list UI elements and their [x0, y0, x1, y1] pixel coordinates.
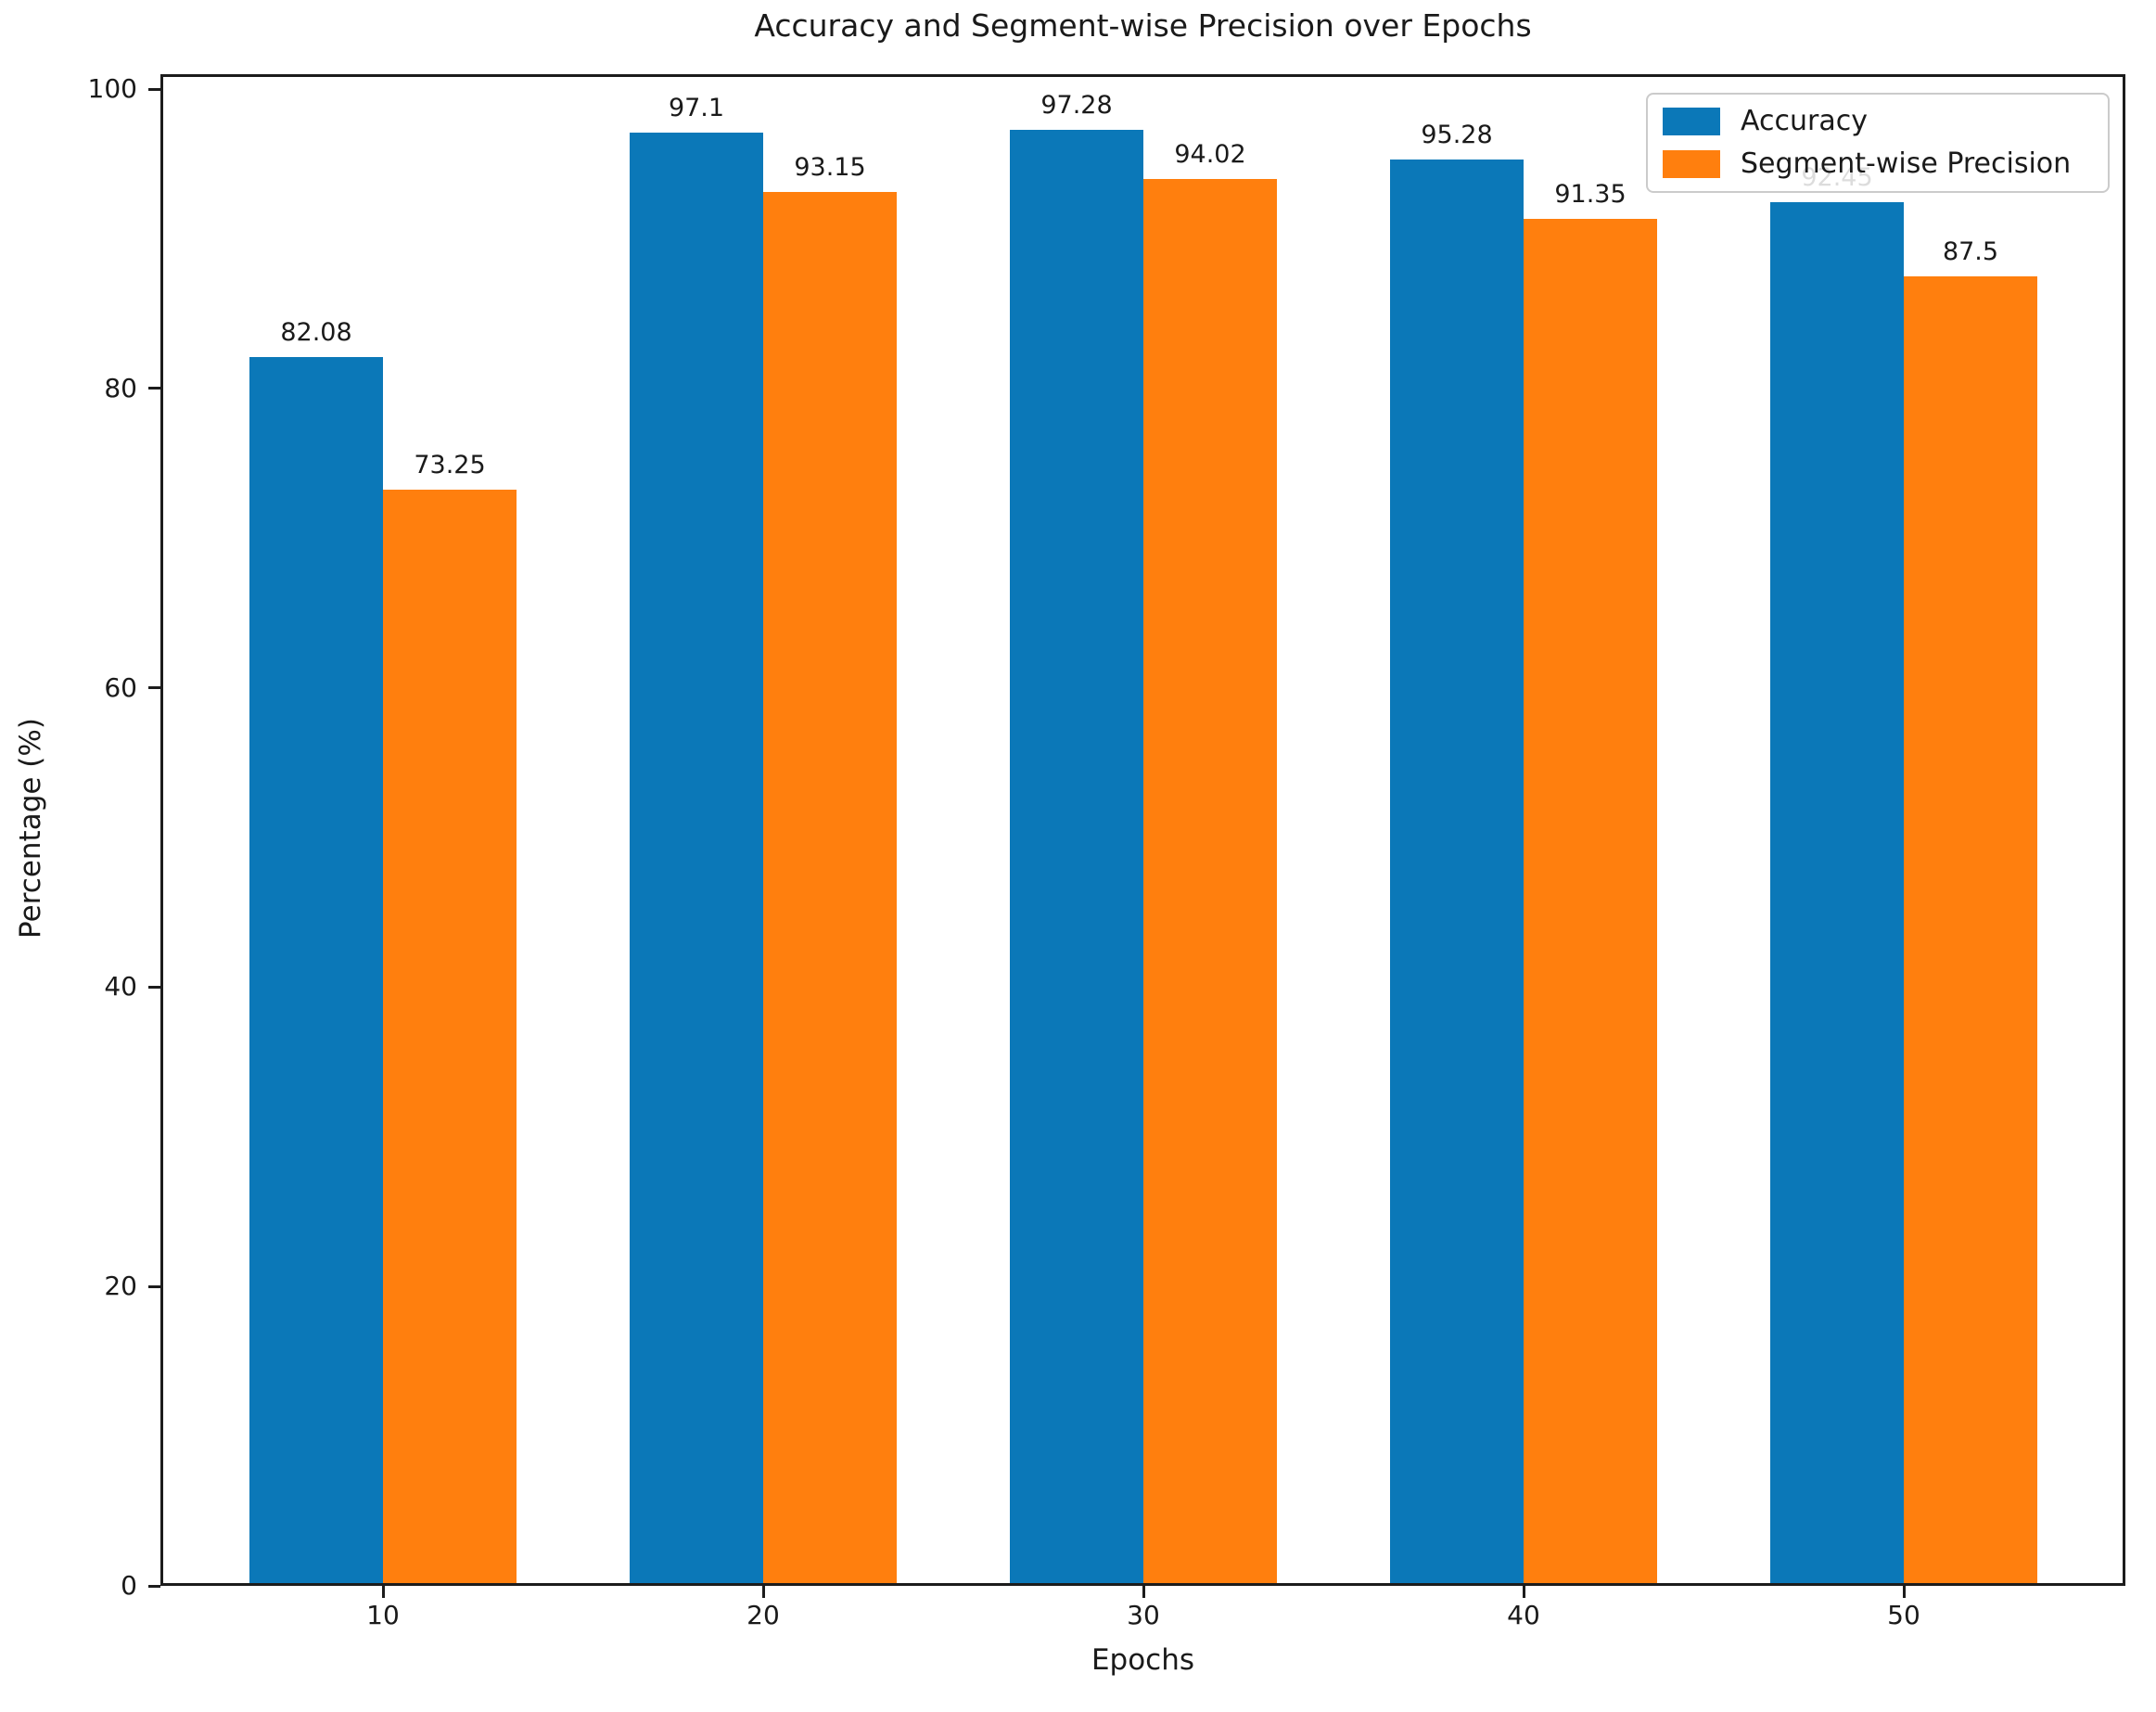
- x-tick-mark: [1902, 1586, 1906, 1598]
- bar-segment-precision: [383, 489, 517, 1586]
- y-tick-label: 0: [121, 1570, 137, 1601]
- bar-segment-precision: [1904, 275, 2037, 1586]
- y-tick-mark: [148, 985, 160, 989]
- bar-accuracy: [249, 357, 383, 1586]
- legend: Accuracy Segment-wise Precision: [1646, 93, 2110, 193]
- legend-swatch-icon: [1663, 108, 1720, 135]
- y-tick-label: 40: [104, 971, 137, 1003]
- bar-value-label: 82.08: [280, 318, 352, 348]
- bar-accuracy: [1770, 201, 1904, 1586]
- legend-label: Accuracy: [1741, 105, 1868, 137]
- y-tick-mark: [148, 1584, 160, 1588]
- bar-value-label: 97.28: [1040, 91, 1113, 121]
- x-tick-label: 30: [1127, 1600, 1160, 1630]
- x-tick-mark: [1522, 1586, 1525, 1598]
- x-tick-label: 40: [1507, 1600, 1540, 1630]
- y-tick-mark: [148, 387, 160, 390]
- y-tick-label: 20: [104, 1271, 137, 1302]
- legend-item: Segment-wise Precision: [1663, 148, 2093, 180]
- bar-value-label: 94.02: [1174, 139, 1246, 169]
- legend-label: Segment-wise Precision: [1741, 147, 2072, 180]
- bar-value-label: 97.1: [668, 93, 725, 122]
- x-axis-label: Epochs: [1091, 1643, 1195, 1677]
- bar-value-label: 95.28: [1421, 121, 1493, 150]
- bar-value-label: 91.35: [1554, 179, 1627, 209]
- x-tick-mark: [761, 1586, 765, 1598]
- x-tick-label: 20: [746, 1600, 780, 1630]
- x-tick-mark: [1142, 1586, 1145, 1598]
- y-tick-mark: [148, 87, 160, 91]
- bar-accuracy: [630, 132, 763, 1586]
- bar-segment-precision: [1524, 218, 1657, 1586]
- bar-segment-precision: [763, 191, 897, 1586]
- legend-item: Accuracy: [1663, 106, 2093, 137]
- y-tick-label: 80: [104, 372, 137, 403]
- x-tick-label: 50: [1887, 1600, 1920, 1630]
- bar-value-label: 73.25: [414, 450, 486, 479]
- y-tick-label: 60: [104, 671, 137, 703]
- chart-title: Accuracy and Segment-wise Precision over…: [754, 7, 1532, 44]
- bar-segment-precision: [1143, 178, 1277, 1586]
- y-tick-label: 100: [87, 73, 137, 105]
- x-tick-label: 10: [366, 1600, 400, 1630]
- bar-accuracy: [1390, 160, 1524, 1586]
- y-axis-label: Percentage (%): [14, 718, 47, 939]
- bar-value-label: 87.5: [1942, 236, 1999, 266]
- bar-value-label: 93.15: [794, 152, 866, 182]
- x-tick-mark: [381, 1586, 385, 1598]
- legend-swatch-icon: [1663, 150, 1720, 178]
- y-tick-mark: [148, 686, 160, 690]
- bar-accuracy: [1010, 130, 1143, 1586]
- y-tick-mark: [148, 1284, 160, 1288]
